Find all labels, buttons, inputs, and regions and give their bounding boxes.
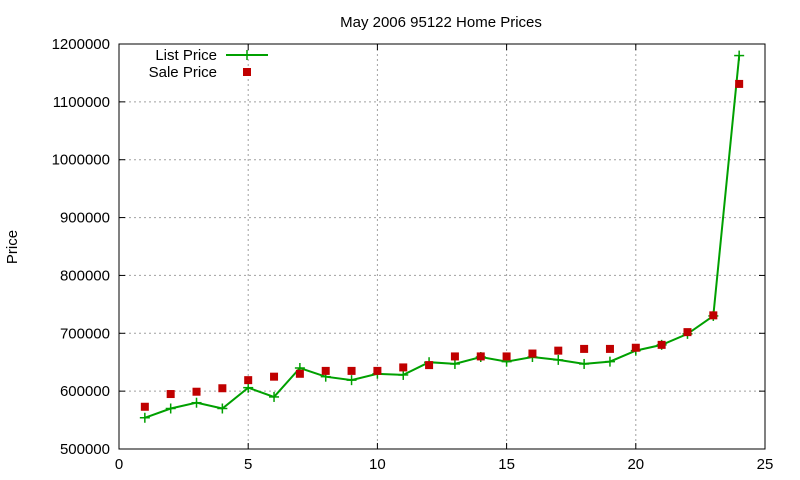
sale-price-point	[295, 369, 304, 378]
sale-price-point	[528, 349, 537, 358]
sale-price-point	[399, 363, 408, 372]
list-price-point	[191, 397, 202, 408]
list-price-point	[165, 403, 176, 414]
series-layer	[139, 50, 745, 423]
sale-price-point	[631, 343, 640, 352]
y-tick-label: 600000	[60, 383, 110, 400]
list-price-point	[734, 50, 745, 61]
x-tick-label: 20	[627, 456, 644, 473]
y-tick-label: 1000000	[52, 152, 110, 169]
sale-price-point	[192, 387, 201, 396]
list-price-point	[604, 356, 615, 367]
x-tick-label: 15	[498, 456, 515, 473]
sale-price-point	[580, 344, 589, 353]
y-tick-label: 700000	[60, 325, 110, 342]
y-tick-label: 1100000	[53, 94, 110, 111]
axis-ticks: 500000 600000 700000 800000 900000 1000000 110…	[52, 36, 774, 473]
sale-price-point	[373, 366, 382, 375]
x-tick-label: 0	[115, 456, 123, 473]
list-price-line	[144, 55, 741, 419]
sale-price-point	[683, 328, 692, 337]
sale-price-point	[140, 402, 149, 411]
sale-price-point	[735, 79, 744, 88]
sale-price-point	[554, 346, 563, 355]
sale-price-point	[218, 384, 227, 393]
sale-price-point	[450, 352, 459, 361]
list-price-point	[243, 382, 254, 393]
list-price-point	[398, 369, 409, 380]
sale-price-point	[425, 361, 434, 370]
x-tick-label: 10	[369, 456, 386, 473]
y-axis-label: Price	[4, 230, 21, 264]
sale-price-point	[347, 366, 356, 375]
sale-price-point	[321, 366, 330, 375]
legend-swatch-square	[243, 68, 251, 76]
list-price-point	[217, 403, 228, 414]
list-price-point	[449, 358, 460, 369]
sale-price-point	[270, 372, 279, 381]
x-tick-label: 25	[757, 456, 774, 473]
legend-label: Sale Price	[149, 64, 217, 81]
y-tick-label: 900000	[60, 210, 110, 227]
list-price-point	[579, 358, 590, 369]
y-tick-label: 800000	[60, 267, 110, 284]
y-tick-label: 1200000	[52, 36, 110, 53]
legend-swatch-cross	[242, 50, 252, 60]
y-tick-label: 500000	[60, 441, 110, 458]
sale-price-point	[709, 311, 718, 320]
sale-price-point	[476, 352, 485, 361]
series-sale-price	[140, 79, 744, 411]
series-list-price	[139, 50, 745, 423]
sale-price-point	[166, 390, 175, 399]
list-price-point	[553, 354, 564, 365]
grid	[119, 44, 765, 449]
plot-border	[118, 43, 766, 450]
legend-label: List Price	[155, 47, 217, 64]
chart-title: May 2006 95122 Home Prices	[340, 14, 542, 31]
sale-price-point	[657, 340, 666, 349]
sale-price-point	[502, 352, 511, 361]
list-price-point	[346, 375, 357, 386]
sale-price-point	[605, 344, 614, 353]
sale-price-point	[244, 376, 253, 385]
list-price-point	[139, 412, 150, 423]
list-price-point	[269, 391, 280, 402]
x-tick-label: 5	[244, 456, 252, 473]
